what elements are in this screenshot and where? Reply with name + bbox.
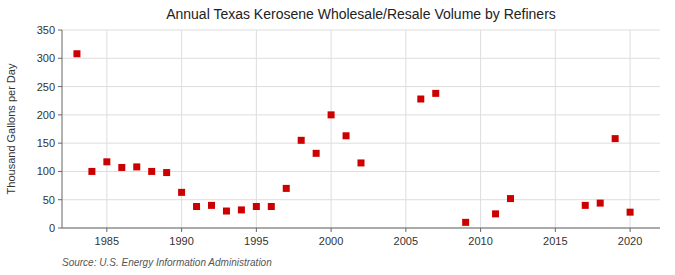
point [88,168,95,175]
y-tick-label: 100 [37,165,55,177]
point [148,168,155,175]
point [507,195,514,202]
grid-line-x [331,30,332,228]
x-tick [480,228,481,232]
grid-line-y [62,58,660,59]
grid-line-y [62,199,660,200]
y-tick-label: 0 [49,222,55,234]
y-axis-line [62,30,63,228]
grid-line-x [181,30,182,228]
title: Annual Texas Kerosene Wholesale/Resale V… [166,6,556,22]
y-tick [58,171,62,172]
grid-line-x [480,30,481,228]
point [133,163,140,170]
point [313,150,320,157]
x-tick-label: 2005 [394,235,418,247]
point [208,202,215,209]
point [492,210,499,217]
point [118,164,125,171]
point [268,203,275,210]
point [73,50,80,57]
y-tick-label: 150 [37,137,55,149]
x-tick-label: 1985 [95,235,119,247]
point [238,206,245,213]
y-tick [58,143,62,144]
point [223,208,230,215]
point [298,137,305,144]
grid-line-x [555,30,556,228]
x-axis-line [62,228,660,229]
y-axis-label: Thousand Gallons per Day [5,63,17,194]
y-tick [58,30,62,31]
point [193,203,200,210]
axes: 0 50 100 150 200 250 300 350 1985 1990 1995 2000 200… [37,24,643,247]
point [178,189,185,196]
point [432,90,439,97]
source-note: Source: U.S. Energy Information Administ… [62,257,272,268]
grid-line-y [62,86,660,87]
y-tick [58,199,62,200]
x-tick-label: 2010 [468,235,492,247]
points [73,50,633,226]
point [417,96,424,103]
grid [62,30,660,228]
x-tick [331,228,332,232]
x-tick [106,228,107,232]
y-tick [58,86,62,87]
point [103,158,110,165]
x-tick-label: 2020 [618,235,642,247]
point [343,132,350,139]
x-tick-label: 2015 [543,235,567,247]
x-tick [181,228,182,232]
y-tick [58,114,62,115]
x-tick [405,228,406,232]
point [597,200,604,207]
x-tick-label: 2000 [319,235,343,247]
point [253,203,260,210]
grid-line-y [62,30,660,31]
y-tick-label: 350 [37,24,55,36]
x-tick [555,228,556,232]
point [163,169,170,176]
grid-line-x [405,30,406,228]
y-tick [58,228,62,229]
grid-line-x [630,30,631,228]
y-tick-label: 250 [37,81,55,93]
point [283,185,290,192]
point [627,209,634,216]
point [462,219,469,226]
y-tick-label: 50 [43,194,55,206]
grid-line-x [106,30,107,228]
point [328,111,335,118]
point [582,202,589,209]
grid-line-x [256,30,257,228]
chart-container: 0 50 100 150 200 250 300 350 1985 1990 1995 2000 200… [0,0,675,275]
y-tick-label: 200 [37,109,55,121]
grid-line-y [62,228,660,229]
y-tick [58,58,62,59]
chart-svg: 0 50 100 150 200 250 300 350 1985 1990 1995 2000 200… [0,0,675,275]
x-tick-label: 1990 [169,235,193,247]
grid-line-y [62,143,660,144]
x-tick [630,228,631,232]
point [358,159,365,166]
x-tick-label: 1995 [244,235,268,247]
point [612,135,619,142]
x-tick [256,228,257,232]
grid-line-y [62,114,660,115]
y-tick-label: 300 [37,52,55,64]
